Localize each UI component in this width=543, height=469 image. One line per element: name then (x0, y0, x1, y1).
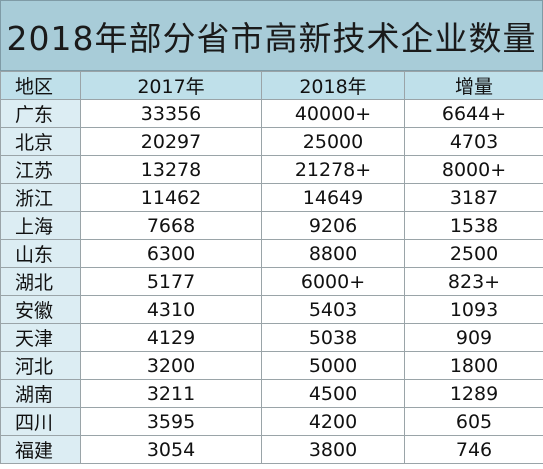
cell-2017: 20297 (80, 127, 262, 156)
cell-2018: 14649 (261, 183, 405, 212)
cell-2018: 4200 (261, 407, 405, 436)
table-row: 四川 3595 4200 605 (0, 407, 543, 436)
cell-increase: 823+ (404, 267, 543, 296)
header-2017: 2017年 (80, 71, 262, 100)
cell-2017: 3054 (80, 435, 262, 464)
table-row: 湖南 3211 4500 1289 (0, 379, 543, 408)
cell-region: 天津 (0, 323, 81, 352)
table-row: 天津 4129 5038 909 (0, 323, 543, 352)
cell-increase: 1289 (404, 379, 543, 408)
cell-region: 河北 (0, 351, 81, 380)
cell-2018: 4500 (261, 379, 405, 408)
cell-region: 湖南 (0, 379, 81, 408)
cell-2017: 3595 (80, 407, 262, 436)
enterprise-table: 地区 2017年 2018年 增量 广东 33356 40000+ 6644+ … (0, 71, 543, 464)
cell-region: 安徽 (0, 295, 81, 324)
cell-2018: 5403 (261, 295, 405, 324)
cell-2018: 9206 (261, 211, 405, 240)
cell-region: 广东 (0, 99, 81, 128)
cell-2018: 25000 (261, 127, 405, 156)
table-row: 广东 33356 40000+ 6644+ (0, 99, 543, 128)
cell-region: 上海 (0, 211, 81, 240)
cell-increase: 8000+ (404, 155, 543, 184)
cell-region: 江苏 (0, 155, 81, 184)
table-title: 2018年部分省市高新技术企业数量 (0, 0, 543, 71)
header-increase: 增量 (404, 71, 543, 100)
cell-2018: 5038 (261, 323, 405, 352)
cell-2017: 33356 (80, 99, 262, 128)
cell-increase: 3187 (404, 183, 543, 212)
cell-2017: 4310 (80, 295, 262, 324)
cell-increase: 6644+ (404, 99, 543, 128)
cell-increase: 1093 (404, 295, 543, 324)
cell-region: 四川 (0, 407, 81, 436)
table-row: 浙江 11462 14649 3187 (0, 183, 543, 212)
cell-2018: 3800 (261, 435, 405, 464)
cell-region: 北京 (0, 127, 81, 156)
cell-region: 福建 (0, 435, 81, 464)
table-row: 湖北 5177 6000+ 823+ (0, 267, 543, 296)
header-2018: 2018年 (261, 71, 405, 100)
cell-increase: 1538 (404, 211, 543, 240)
table-row: 山东 6300 8800 2500 (0, 239, 543, 268)
cell-2017: 6300 (80, 239, 262, 268)
table-row: 上海 7668 9206 1538 (0, 211, 543, 240)
cell-region: 湖北 (0, 267, 81, 296)
cell-increase: 746 (404, 435, 543, 464)
cell-2017: 7668 (80, 211, 262, 240)
cell-2017: 3200 (80, 351, 262, 380)
cell-increase: 605 (404, 407, 543, 436)
cell-2018: 8800 (261, 239, 405, 268)
cell-2017: 5177 (80, 267, 262, 296)
cell-increase: 2500 (404, 239, 543, 268)
cell-2017: 13278 (80, 155, 262, 184)
cell-2017: 4129 (80, 323, 262, 352)
cell-2017: 11462 (80, 183, 262, 212)
cell-region: 浙江 (0, 183, 81, 212)
table-row: 江苏 13278 21278+ 8000+ (0, 155, 543, 184)
cell-2017: 3211 (80, 379, 262, 408)
cell-2018: 5000 (261, 351, 405, 380)
table-row: 河北 3200 5000 1800 (0, 351, 543, 380)
table-row: 安徽 4310 5403 1093 (0, 295, 543, 324)
cell-increase: 909 (404, 323, 543, 352)
cell-region: 山东 (0, 239, 81, 268)
header-region: 地区 (0, 71, 81, 100)
cell-2018: 6000+ (261, 267, 405, 296)
header-row: 地区 2017年 2018年 增量 (0, 71, 543, 100)
cell-2018: 40000+ (261, 99, 405, 128)
table-row: 福建 3054 3800 746 (0, 435, 543, 464)
table-row: 北京 20297 25000 4703 (0, 127, 543, 156)
cell-increase: 1800 (404, 351, 543, 380)
cell-2018: 21278+ (261, 155, 405, 184)
cell-increase: 4703 (404, 127, 543, 156)
